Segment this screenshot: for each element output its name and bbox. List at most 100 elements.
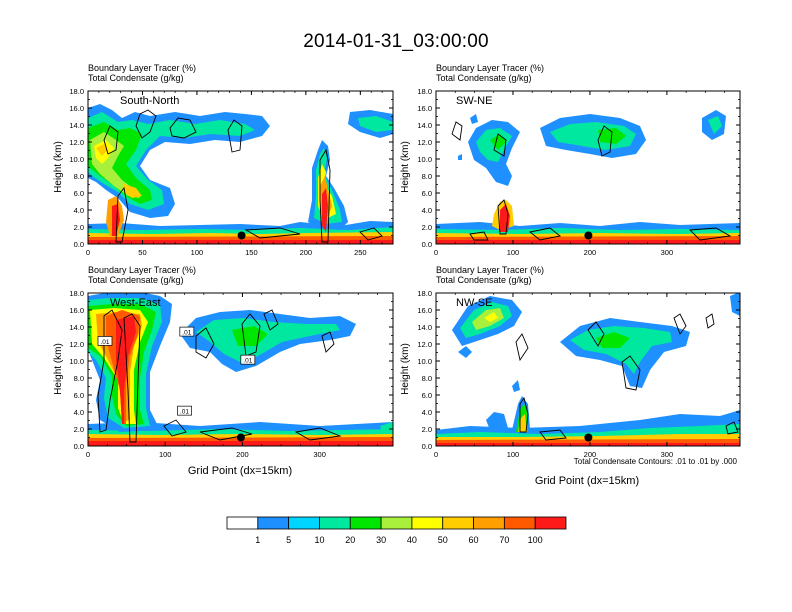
y-tick-label: 18.0: [69, 289, 84, 298]
contour-footnote: Total Condensate Contours: .01 to .01 by…: [574, 457, 738, 466]
panel-axes: 0.0 2.0 4.0 6.0 8.0 10.0 12.0 14.0 16.0 18.0 0 100 2…: [69, 289, 393, 459]
x-tick-label: 200: [300, 248, 313, 257]
contour-label-box: [179, 326, 195, 337]
y-tick-label: 4.0: [74, 408, 84, 417]
y-tick-label: 18.0: [69, 87, 84, 96]
colorbar-swatch: [226, 516, 259, 530]
plot-frame: [435, 90, 741, 245]
colorbar-label: 20: [345, 535, 355, 545]
colorbar-swatch: [319, 516, 351, 530]
panel-label: West-East: [110, 297, 161, 309]
x-tick-label: 150: [245, 248, 258, 257]
y-tick-label: 6.0: [74, 189, 84, 198]
location-marker: [584, 433, 593, 442]
shaded-field: [436, 293, 740, 446]
figure-title: 2014-01-31_03:00:00: [303, 31, 489, 52]
panel-south-north: Boundary Layer Tracer (%) Total Condensa…: [53, 63, 394, 257]
y-tick-label: 14.0: [69, 121, 84, 130]
colorbar-swatch: [257, 516, 290, 530]
y-tick-label: 18.0: [417, 289, 432, 298]
y-axis-label: Height (km): [400, 343, 411, 395]
panel-title-line1: Boundary Layer Tracer (%): [436, 63, 544, 73]
panel-title-line2: Total Condensate (g/kg): [436, 275, 532, 285]
panel-axes: 0.0 2.0 4.0 6.0 8.0 10.0 12.0 14.0 16.0 18.0 0 50 10…: [69, 87, 394, 257]
x-axis-label: Grid Point (dx=15km): [535, 475, 639, 487]
y-tick-label: 0.0: [74, 442, 84, 451]
condensate-contours: [451, 121, 732, 241]
y-tick-label: 2.0: [74, 223, 84, 232]
x-tick-label: 100: [159, 450, 172, 459]
y-axis-label: Height (km): [53, 343, 64, 395]
colorbar-swatch: [288, 516, 320, 530]
location-marker: [236, 433, 245, 442]
y-tick-label: 10.0: [69, 357, 84, 366]
x-tick-label: 100: [507, 248, 520, 257]
y-tick-label: 0.0: [422, 442, 432, 451]
colorbar-label: 10: [314, 535, 324, 545]
x-tick-label: 100: [507, 450, 520, 459]
panel-nw-se: Boundary Layer Tracer (%) Total Condensa…: [400, 265, 741, 487]
x-tick-label: 250: [354, 248, 367, 257]
panel-title-line2: Total Condensate (g/kg): [88, 73, 184, 83]
colorbar-swatch: [380, 516, 413, 530]
colorbar-swatch: [442, 516, 474, 530]
x-tick-label: 0: [86, 450, 90, 459]
y-tick-label: 6.0: [422, 391, 432, 400]
colorbar-label: 60: [469, 535, 479, 545]
y-tick-label: 2.0: [422, 223, 432, 232]
contour-labels: .01 .01 .01 .01: [97, 326, 256, 416]
contour-label-box: [240, 354, 256, 365]
colorbar-label: 40: [407, 535, 417, 545]
x-tick-label: 0: [86, 248, 90, 257]
colorbar-swatch: [473, 516, 505, 530]
panel-label: SW-NE: [456, 95, 492, 107]
y-tick-label: 10.0: [417, 357, 432, 366]
location-marker: [237, 231, 246, 240]
panel-sw-ne: Boundary Layer Tracer (%) Total Condensa…: [400, 63, 741, 257]
x-tick-label: 200: [236, 450, 249, 459]
x-tick-label: 200: [584, 450, 597, 459]
contour-label: .01: [182, 330, 191, 337]
contour-label-box: [177, 405, 192, 416]
y-tick-label: 16.0: [417, 306, 432, 315]
y-tick-label: 4.0: [422, 408, 432, 417]
panel-title-line2: Total Condensate (g/kg): [88, 275, 184, 285]
y-tick-label: 14.0: [417, 323, 432, 332]
condensate-contours: [97, 309, 342, 443]
x-tick-label: 50: [138, 248, 146, 257]
colorbar-label: 70: [499, 535, 509, 545]
y-tick-label: 10.0: [69, 155, 84, 164]
x-tick-label: 300: [313, 450, 326, 459]
y-tick-label: 4.0: [74, 206, 84, 215]
y-tick-label: 6.0: [74, 391, 84, 400]
y-tick-label: 4.0: [422, 206, 432, 215]
contour-label: .01: [180, 409, 189, 416]
y-axis-label: Height (km): [400, 141, 411, 193]
y-tick-label: 12.0: [69, 138, 84, 147]
panel-title-line2: Total Condensate (g/kg): [436, 73, 532, 83]
y-tick-label: 12.0: [417, 138, 432, 147]
y-tick-label: 14.0: [69, 323, 84, 332]
x-tick-label: 100: [191, 248, 204, 257]
y-tick-label: 0.0: [422, 240, 432, 249]
shaded-field: [88, 293, 393, 446]
panel-label: South-North: [120, 95, 179, 107]
y-tick-label: 16.0: [417, 104, 432, 113]
condensate-contours: [103, 109, 383, 243]
panel-title-line1: Boundary Layer Tracer (%): [88, 63, 196, 73]
colorbar-label: 5: [286, 535, 291, 545]
colorbar-swatch: [411, 516, 444, 530]
x-tick-label: 300: [661, 450, 674, 459]
colorbar-label: 100: [528, 535, 543, 545]
y-tick-label: 16.0: [69, 104, 84, 113]
shaded-field: [436, 110, 740, 244]
y-tick-label: 8.0: [422, 374, 432, 383]
panel-label: NW-SE: [456, 297, 492, 309]
y-tick-label: 18.0: [417, 87, 432, 96]
colorbar: 1 5 10 20 30 40 50 60 70 100: [226, 516, 567, 545]
colorbar-swatch: [534, 516, 567, 530]
panel-west-east: Boundary Layer Tracer (%) Total Condensa…: [53, 265, 394, 477]
contour-label: .01: [100, 339, 109, 346]
y-tick-label: 8.0: [74, 172, 84, 181]
